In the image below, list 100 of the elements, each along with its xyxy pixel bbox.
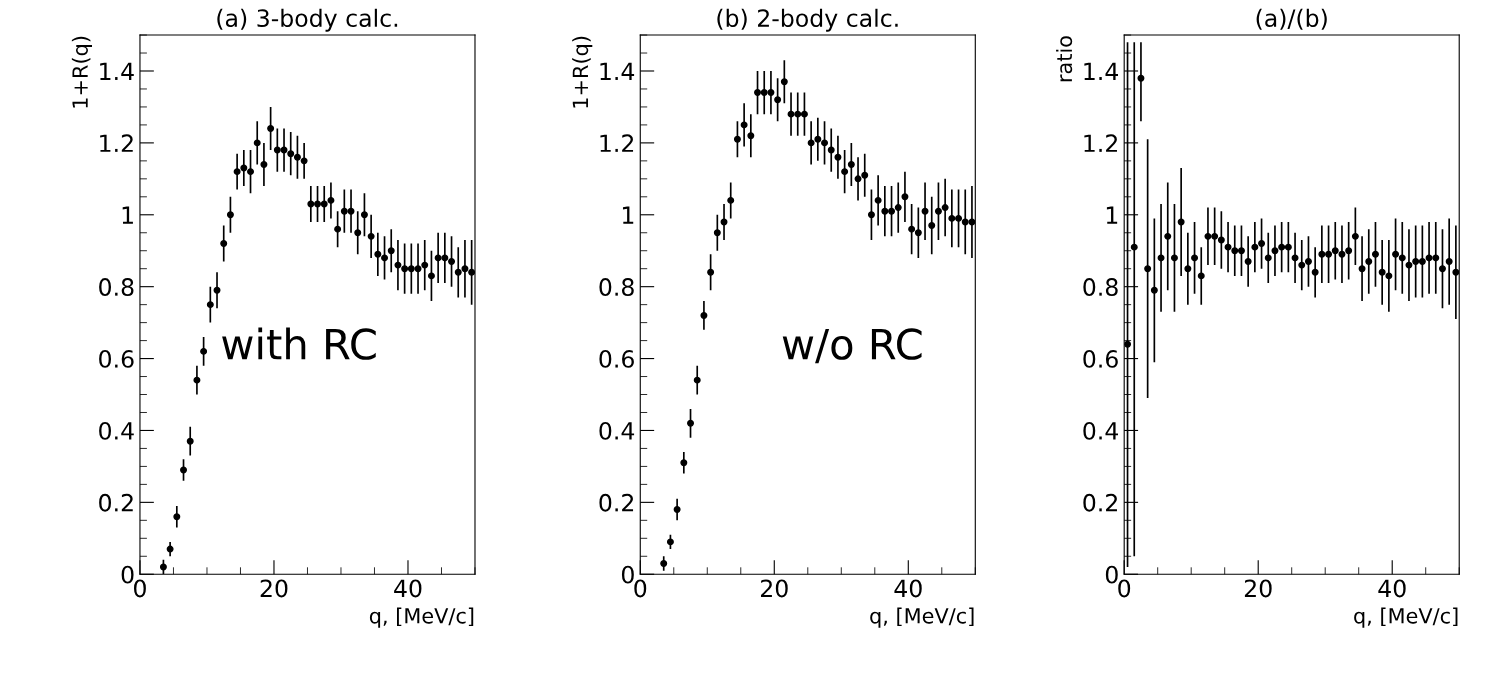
point — [941, 204, 949, 212]
y-tick-label: 1.2 — [1084, 134, 1117, 152]
point — [948, 214, 956, 222]
point — [921, 207, 929, 215]
point — [874, 196, 882, 204]
point — [673, 506, 681, 514]
point — [253, 139, 261, 147]
y-tick-label: 1.4 — [600, 62, 635, 80]
point — [1311, 268, 1319, 276]
chart-title: (b) 2-body calc. — [717, 8, 898, 32]
point — [1264, 254, 1272, 262]
x-tick-label: 20 — [760, 579, 788, 598]
point — [1331, 247, 1339, 255]
y-tick-label: 1 — [1106, 206, 1118, 224]
point — [407, 265, 415, 273]
point — [1385, 272, 1393, 280]
point — [401, 265, 409, 273]
y-tick-label: 0.2 — [599, 493, 634, 512]
point — [1124, 340, 1132, 348]
point — [247, 168, 254, 176]
point — [394, 261, 402, 269]
point — [461, 265, 469, 273]
point — [888, 207, 896, 215]
point — [273, 146, 281, 154]
point — [320, 200, 328, 208]
point — [1378, 268, 1386, 276]
point — [821, 139, 829, 147]
y-tick-label: 1.4 — [100, 62, 134, 80]
point — [1438, 265, 1446, 273]
point — [186, 437, 194, 445]
point — [180, 466, 187, 474]
point — [680, 459, 688, 467]
y-tick-label: 0.2 — [99, 493, 133, 512]
point — [1224, 243, 1232, 251]
point — [1304, 258, 1312, 265]
annotation: with RC — [222, 327, 376, 360]
point — [727, 196, 735, 204]
point — [421, 261, 429, 269]
point — [340, 207, 348, 215]
point — [1351, 232, 1359, 240]
point — [260, 160, 268, 168]
point — [787, 110, 795, 118]
x-tick-label: 0 — [634, 579, 647, 598]
point — [1177, 218, 1185, 226]
point — [166, 545, 174, 553]
y-tick-label: 1.4 — [1084, 62, 1119, 80]
point — [347, 207, 355, 215]
y-tick-label: 0.8 — [1083, 278, 1118, 296]
point — [1358, 265, 1366, 273]
point — [220, 240, 228, 248]
point — [414, 265, 422, 273]
point — [814, 135, 822, 143]
y-tick-label: 0.8 — [99, 278, 134, 296]
point — [1170, 254, 1178, 262]
point — [1164, 232, 1172, 240]
y-tick-label: 1.2 — [100, 134, 133, 152]
point — [1231, 247, 1239, 255]
point — [841, 168, 849, 176]
point — [693, 376, 701, 384]
x-tick-label: 20 — [260, 579, 288, 598]
point — [1197, 272, 1205, 280]
x-axis-title: q, [MeV/c] — [369, 607, 474, 628]
y-axis-title: ratio — [1056, 36, 1073, 82]
point — [287, 150, 295, 158]
y-tick-label: 0.8 — [599, 278, 634, 296]
y-tick-label: 0.2 — [1083, 493, 1117, 512]
point — [240, 164, 248, 172]
point — [700, 311, 708, 319]
point — [213, 286, 221, 294]
point — [448, 258, 456, 265]
point — [300, 157, 308, 165]
point — [1445, 258, 1453, 265]
point — [1345, 247, 1353, 255]
point — [794, 110, 802, 118]
point — [381, 254, 389, 262]
point — [908, 225, 916, 233]
point — [468, 268, 475, 276]
point — [1204, 232, 1212, 240]
point — [159, 563, 167, 571]
point — [1365, 258, 1373, 265]
point — [707, 268, 715, 276]
y-tick-label: 0.4 — [99, 421, 134, 440]
point — [314, 200, 322, 208]
x-tick-label: 0 — [134, 579, 146, 598]
x-axis-title: q, [MeV/c] — [1354, 607, 1458, 628]
point — [847, 160, 855, 168]
chart-title: (a)/(b) — [1256, 8, 1327, 30]
point — [1425, 254, 1433, 262]
point — [1325, 250, 1333, 258]
point — [1211, 232, 1219, 240]
point — [1251, 243, 1259, 251]
point — [740, 121, 748, 129]
point — [854, 175, 862, 183]
point — [334, 225, 342, 233]
point — [767, 89, 775, 97]
point — [233, 168, 241, 176]
point — [1191, 254, 1199, 262]
point — [660, 559, 668, 567]
point — [206, 301, 214, 309]
point — [955, 214, 963, 222]
